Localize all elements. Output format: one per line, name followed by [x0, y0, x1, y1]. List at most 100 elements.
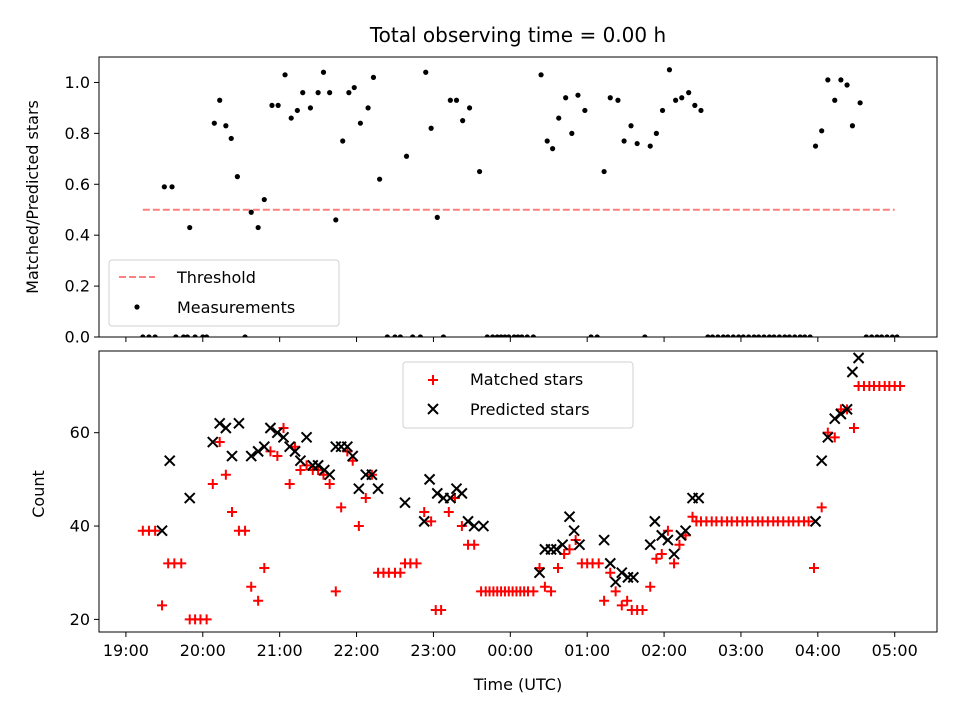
predicted-star-marker	[563, 510, 576, 523]
legend-measurement-swatch	[134, 304, 140, 310]
predicted-star-marker	[573, 539, 586, 551]
matched-star-marker	[848, 423, 859, 434]
x-tick-label: 03:00	[718, 641, 764, 660]
matched-star-marker	[645, 581, 656, 592]
measurement-point	[569, 130, 575, 136]
x-tick-label: 04:00	[795, 641, 841, 660]
measurement-point	[275, 102, 281, 108]
matched-star-marker	[808, 563, 819, 574]
measurement-point	[634, 140, 640, 147]
predicted-star-marker	[271, 426, 284, 439]
predicted-star-marker	[264, 422, 277, 434]
measurement-point	[686, 90, 692, 96]
predicted-star-marker	[533, 567, 546, 579]
measurement-point	[377, 176, 383, 182]
measurement-point	[242, 334, 248, 337]
measurement-point	[736, 334, 742, 337]
measurement-point	[889, 334, 896, 337]
measurement-point	[524, 334, 530, 337]
legend-box	[108, 259, 340, 327]
matched-star-marker	[674, 539, 685, 550]
measurement-point	[384, 334, 390, 337]
measurement-point	[307, 105, 314, 111]
measurement-point	[894, 334, 900, 337]
measurement-point	[327, 90, 333, 96]
predicted-star-marker	[852, 352, 865, 364]
measurement-point	[140, 334, 146, 337]
predicted-star-marker	[616, 567, 628, 579]
matched-star-marker	[436, 605, 447, 616]
matched-star-marker	[651, 553, 662, 564]
matched-star-marker	[176, 558, 187, 569]
measurement-point	[370, 74, 377, 80]
ratio-panel: Matched/Predicted stars 0.0 0.2 0.4 0.6 0.8 1…	[23, 56, 938, 347]
measurement-point	[423, 69, 429, 75]
measurement-point	[340, 138, 346, 144]
predicted-star-marker	[220, 422, 232, 434]
predicted-star-marker	[184, 492, 196, 504]
matched-star-marker	[353, 521, 364, 532]
predicted-star-marker	[226, 450, 238, 462]
measurement-point	[819, 128, 825, 134]
matched-star-marker	[284, 479, 295, 490]
matched-star-marker	[662, 525, 673, 536]
measurement-point	[234, 174, 240, 180]
matched-star-marker	[605, 567, 616, 578]
measurement-point	[502, 334, 508, 337]
predicted-star-marker	[822, 431, 834, 444]
predicted-star-marker	[353, 482, 365, 495]
measurement-point	[333, 217, 339, 223]
predicted-star-marker	[245, 450, 257, 462]
measurement-point	[410, 334, 416, 337]
predicted-star-marker	[213, 417, 226, 430]
measurement-point	[269, 102, 275, 108]
predicted-star-marker	[692, 492, 705, 504]
measurement-point	[869, 334, 875, 337]
measurement-point	[288, 115, 294, 121]
legend-predicted-label: Predicted stars	[470, 400, 590, 419]
measurement-point	[812, 143, 819, 149]
measurement-point	[434, 214, 440, 220]
measurement-point	[447, 97, 453, 103]
matched-star-marker	[599, 595, 610, 606]
measurement-point	[666, 67, 673, 73]
legend-threshold-label: Threshold	[176, 268, 256, 287]
measurement-point	[440, 334, 447, 337]
predicted-star-marker	[556, 539, 569, 551]
matched-star-marker	[324, 479, 335, 490]
measurement-point	[365, 105, 371, 111]
predicted-star-marker	[431, 487, 443, 500]
measurement-point	[417, 334, 423, 337]
measurement-point	[884, 334, 890, 337]
predicted-star-marker	[277, 431, 290, 444]
predicted-star-marker	[662, 534, 674, 546]
matched-star-marker	[336, 502, 347, 513]
matched-star-marker	[546, 586, 557, 597]
ratio-y-axis-label: Matched/Predicted stars	[23, 100, 42, 294]
measurement-point	[628, 123, 634, 129]
matched-star-marker	[829, 432, 840, 443]
measurement-point	[601, 168, 607, 175]
matched-star-marker	[265, 446, 276, 457]
legend-box	[402, 361, 634, 429]
measurement-point	[698, 107, 704, 114]
measurement-point	[397, 334, 403, 337]
matched-star-marker	[622, 595, 633, 606]
predicted-star-marker	[841, 403, 853, 416]
measurement-point	[320, 69, 327, 75]
measurement-point	[647, 143, 653, 149]
count-panel: Count Time (UTC) 20 40 60 19:00 20:00 21:00 22…	[29, 350, 938, 694]
measurement-point	[184, 334, 191, 337]
time-x-axis-label: Time (UTC)	[473, 675, 562, 694]
measurement-point	[351, 84, 357, 91]
predicted-star-marker	[423, 473, 436, 486]
measurement-point	[563, 95, 569, 101]
predicted-star-marker	[668, 548, 680, 560]
legend-measurement-label: Measurements	[177, 298, 295, 317]
predicted-star-marker	[399, 496, 411, 509]
predicted-star-marker	[829, 412, 841, 425]
measurement-point	[261, 196, 267, 203]
predicted-star-marker	[627, 571, 640, 584]
predicted-star-marker	[258, 440, 271, 453]
measurement-point	[490, 334, 496, 337]
